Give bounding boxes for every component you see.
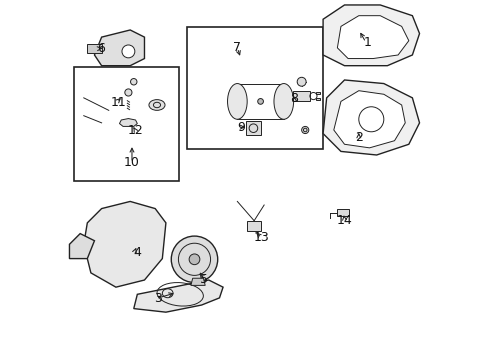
Bar	[246, 121, 260, 135]
Text: 5: 5	[200, 273, 208, 286]
Bar	[315, 98, 320, 100]
Text: 6: 6	[97, 42, 104, 55]
Polygon shape	[134, 280, 223, 312]
Text: 7: 7	[233, 41, 241, 54]
Text: 9: 9	[237, 121, 244, 134]
Circle shape	[122, 45, 135, 58]
Bar	[315, 92, 320, 94]
Circle shape	[122, 236, 149, 263]
Text: 8: 8	[290, 92, 298, 105]
Ellipse shape	[257, 99, 263, 104]
Polygon shape	[323, 5, 419, 66]
Text: 2: 2	[354, 131, 362, 144]
Bar	[187, 27, 323, 149]
Ellipse shape	[149, 100, 164, 111]
Ellipse shape	[297, 77, 305, 86]
Text: 1: 1	[363, 36, 371, 49]
Polygon shape	[83, 202, 165, 287]
Ellipse shape	[227, 84, 246, 119]
Polygon shape	[190, 278, 205, 285]
Polygon shape	[323, 80, 419, 155]
Ellipse shape	[301, 126, 308, 134]
Polygon shape	[94, 30, 144, 66]
Text: 4: 4	[133, 246, 141, 258]
Text: 13: 13	[253, 231, 269, 244]
Polygon shape	[119, 118, 137, 126]
Text: 14: 14	[336, 213, 352, 226]
Ellipse shape	[124, 89, 132, 96]
Bar	[87, 44, 102, 53]
Text: 12: 12	[127, 124, 143, 137]
Ellipse shape	[273, 84, 293, 119]
Polygon shape	[337, 16, 408, 59]
Circle shape	[171, 236, 217, 283]
Text: 10: 10	[124, 156, 140, 169]
Ellipse shape	[130, 78, 137, 85]
Bar	[292, 91, 309, 102]
Bar	[247, 221, 261, 231]
Text: 3: 3	[154, 292, 162, 305]
Bar	[74, 67, 179, 181]
Circle shape	[189, 254, 200, 265]
Text: 11: 11	[111, 96, 126, 109]
Polygon shape	[69, 234, 94, 258]
Bar	[336, 208, 348, 216]
Polygon shape	[333, 91, 405, 148]
